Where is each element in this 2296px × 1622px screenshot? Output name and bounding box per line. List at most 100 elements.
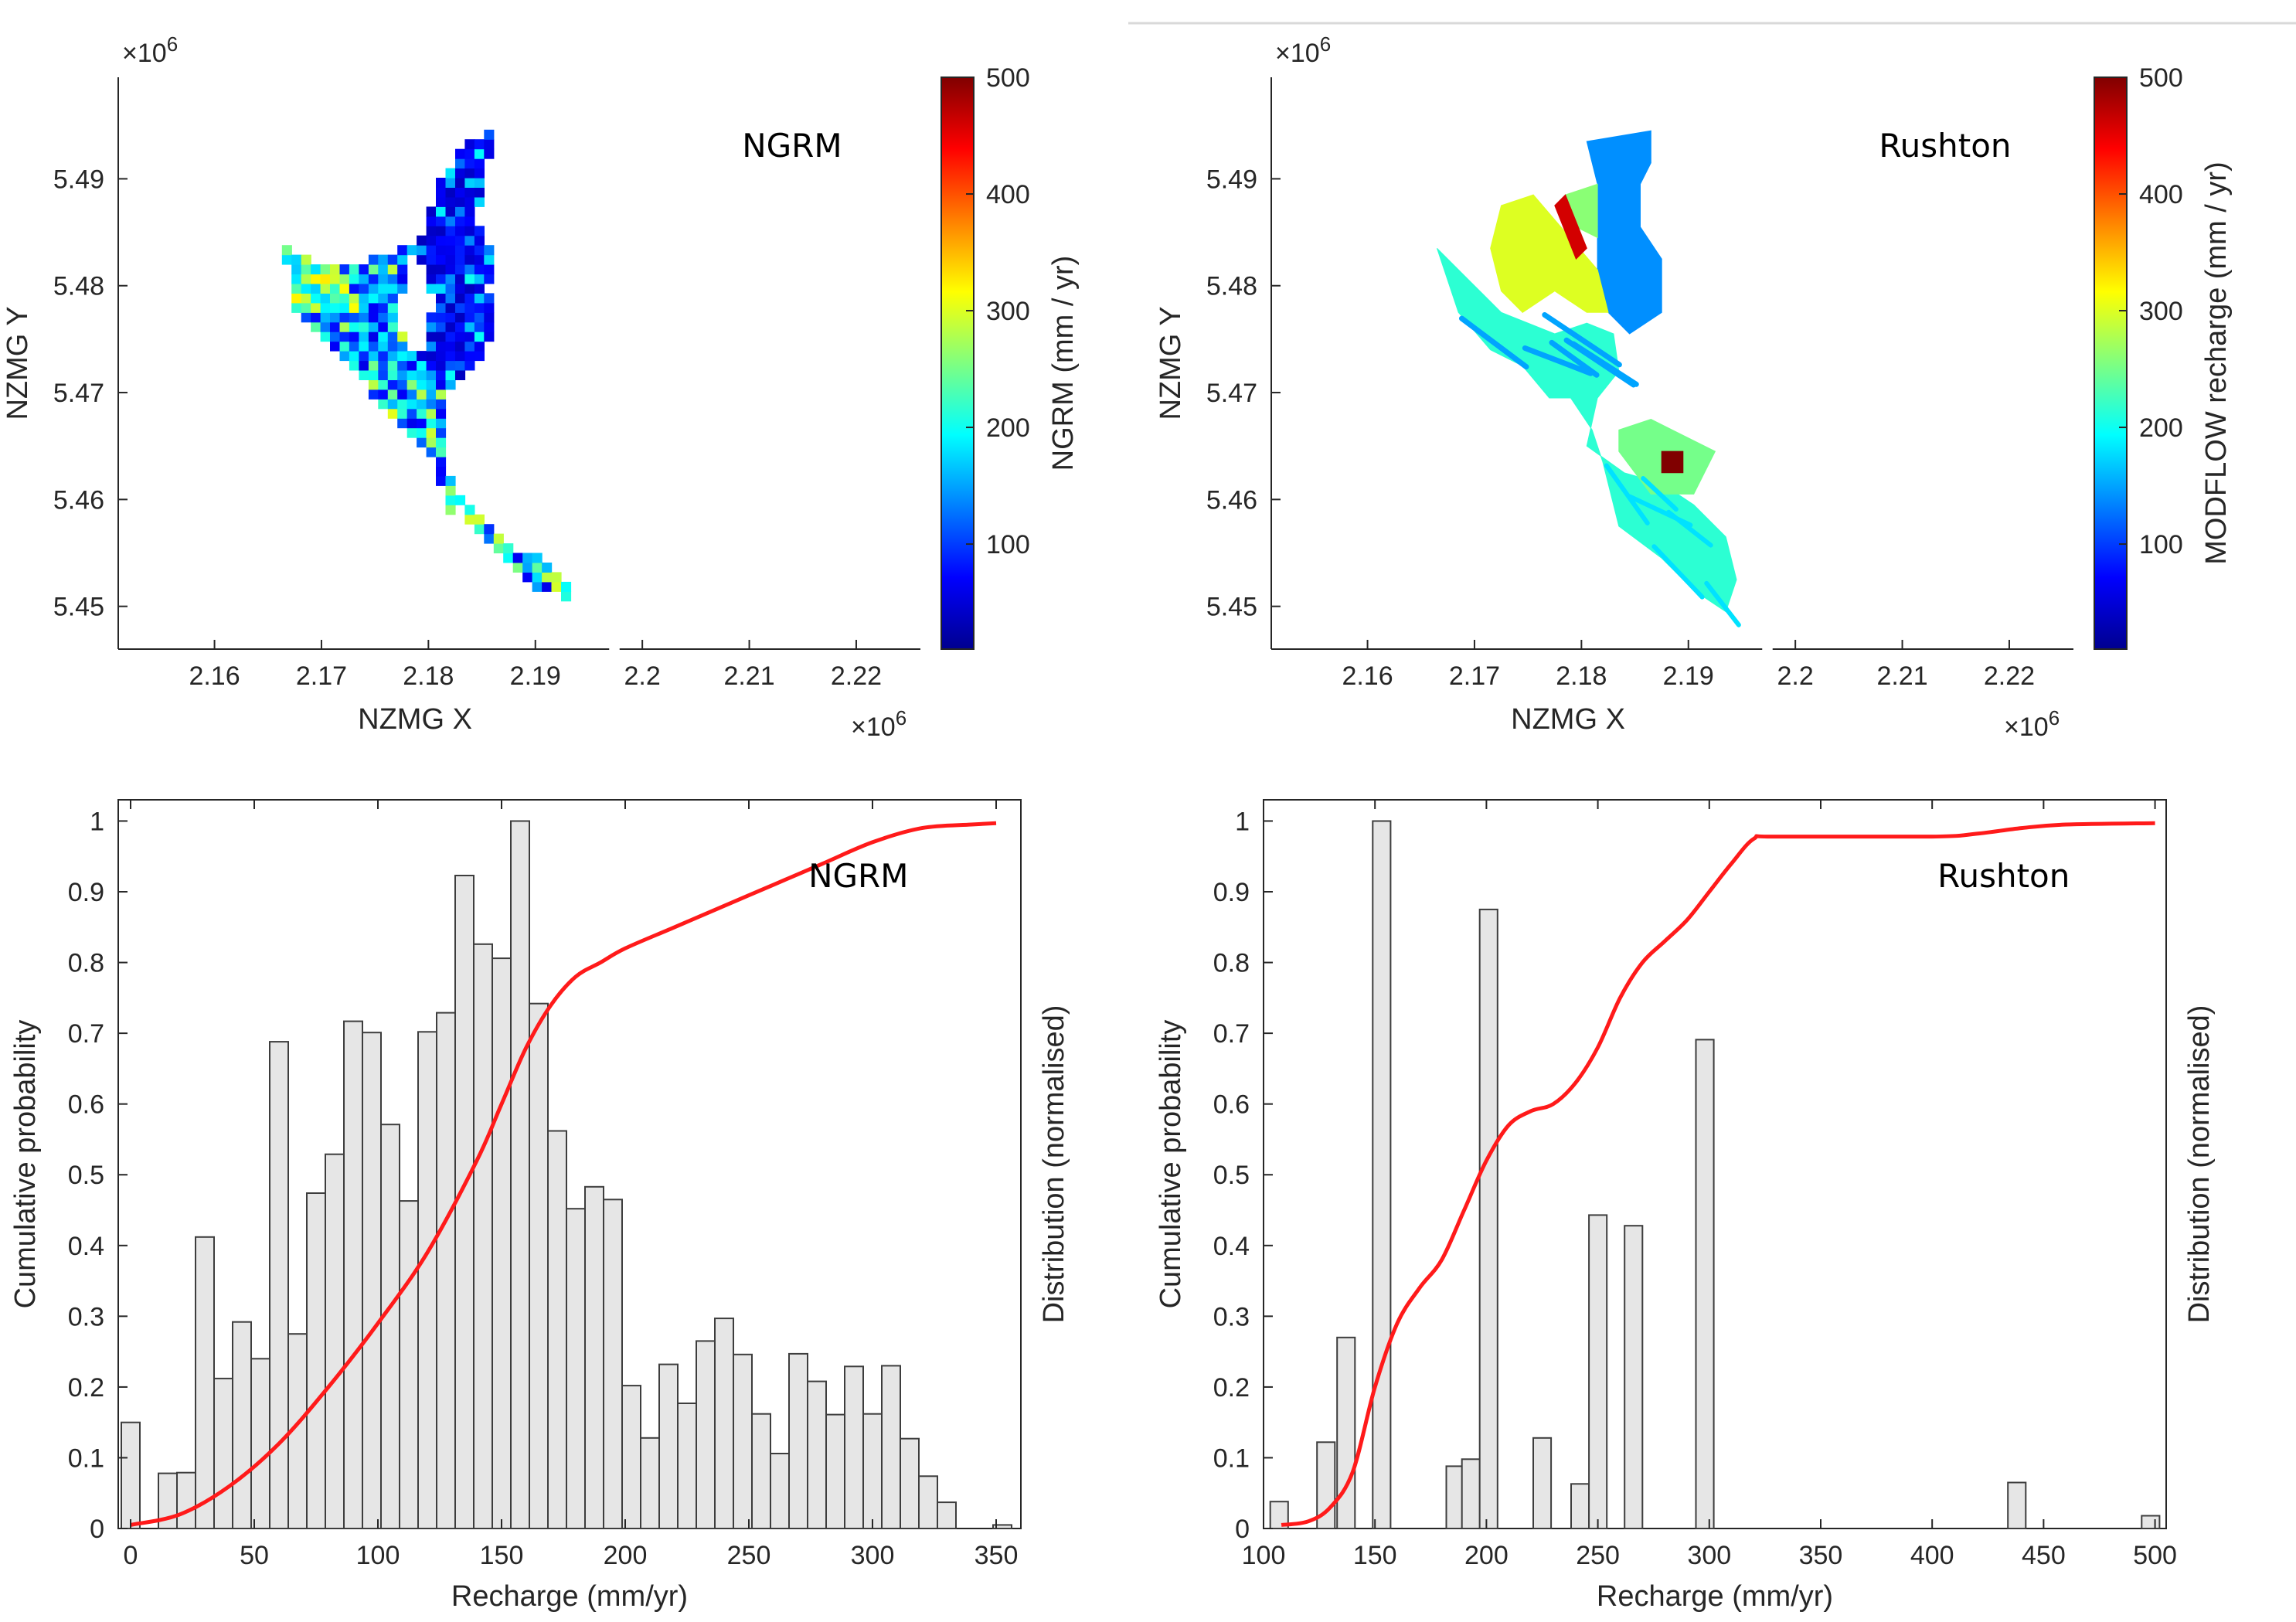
histogram-bar [937,1501,957,1529]
map-cell [368,321,379,332]
x-tick-label: 2.21 [723,661,774,691]
map-cell [436,187,447,198]
histogram-bar [881,1365,901,1530]
map-cell [378,351,389,362]
map-cell [436,226,447,236]
map-cell [464,514,475,525]
map-cell [359,332,369,342]
map-cell [406,427,417,438]
map-cell [368,351,379,362]
map-cell [474,293,485,304]
histogram-bar [176,1471,196,1529]
map-cell [436,379,447,390]
histogram-bar [1478,908,1498,1529]
map-channel [1458,315,1529,370]
y-tick-label: 5.45 [53,593,104,622]
map-cell [436,457,447,467]
map-cell [493,533,504,544]
map-cell [464,235,475,246]
map-cell [445,226,456,236]
map-cell [455,187,466,198]
map-cell [320,321,331,332]
y-multiplier-exponent: 6 [167,32,178,56]
y-tick-label: 0 [90,1515,104,1544]
x-tick-label: 0 [124,1541,138,1570]
colorbar-label: MODFLOW recharge (mm / yr) [2200,162,2233,564]
histogram-bar [454,875,475,1529]
map-cell [455,341,466,352]
map-cell [436,302,447,313]
x-tick-label: 2.2 [1777,661,1814,691]
map-cell [387,389,398,400]
map-cell [464,293,475,304]
map-cell [339,274,350,284]
histogram-annotation: NGRM [808,857,908,895]
map-cell [436,235,447,246]
map-cell [359,302,369,313]
colorbar [2094,77,2128,650]
x-tick-label: 250 [1576,1541,1620,1570]
map-cell [387,293,398,304]
map-cell [474,302,485,313]
map-cell [397,254,408,265]
map-cell [484,524,495,535]
map-cell [349,351,359,362]
map-cell [387,302,398,313]
map-cell [378,321,389,332]
map-cell [512,553,523,563]
map-cell [426,264,437,275]
y-tick-label: 5.49 [53,165,104,194]
map-cell [445,274,456,284]
map-cell [464,139,475,150]
colorbar-label: NGRM (mm / yr) [1047,256,1080,471]
map-cell [436,321,447,332]
map-cell [426,235,437,246]
map-cell [378,312,389,323]
y-tick-label: 5.46 [53,485,104,515]
map-cell [484,139,495,150]
map-cell [378,254,389,265]
map-cell [417,254,427,265]
map-zone-1 [1437,247,1737,613]
map-cell [474,312,485,323]
map-cell [387,370,398,380]
axes-frame [1263,799,2167,1529]
colorbar-tick-label: 300 [986,297,1030,326]
histogram-bar [529,1002,549,1529]
map-cell [406,360,417,371]
y-axis-label: NZMG Y [1155,306,1187,420]
y-axis-label: NZMG Y [2,306,34,420]
map-cell [436,466,447,477]
y-tick-label: 0.6 [1213,1090,1250,1120]
map-cell [464,341,475,352]
map-cell [484,533,495,544]
map-cell [445,505,456,515]
map-cell [311,312,321,323]
map-cell [455,274,466,284]
histogram-bar [213,1377,233,1530]
map-annotation: NGRM [742,127,842,165]
x-axis-label: NZMG X [1511,703,1625,736]
map-cell [378,264,389,275]
map-cell [291,264,302,275]
map-cell [484,312,495,323]
map-cell [464,187,475,198]
map-cell [445,370,456,380]
map-cell [455,196,466,207]
map-cell [397,351,408,362]
y-tick-label: 0.3 [68,1302,104,1331]
map-cell [349,332,359,342]
histogram-bar [1588,1214,1608,1530]
x-tick-label: 2.18 [403,661,454,691]
map-cell [436,447,447,457]
map-annotation: Rushton [1879,127,2011,165]
map-cell [455,370,466,380]
map-cell [397,264,408,275]
y-axis-label: Cumulative probability [9,1020,42,1309]
map-cell [455,148,466,159]
map-cell [330,274,341,284]
map-cell [368,360,379,371]
map-cell [339,302,350,313]
map-cell [339,321,350,332]
histogram-bar [325,1153,345,1529]
